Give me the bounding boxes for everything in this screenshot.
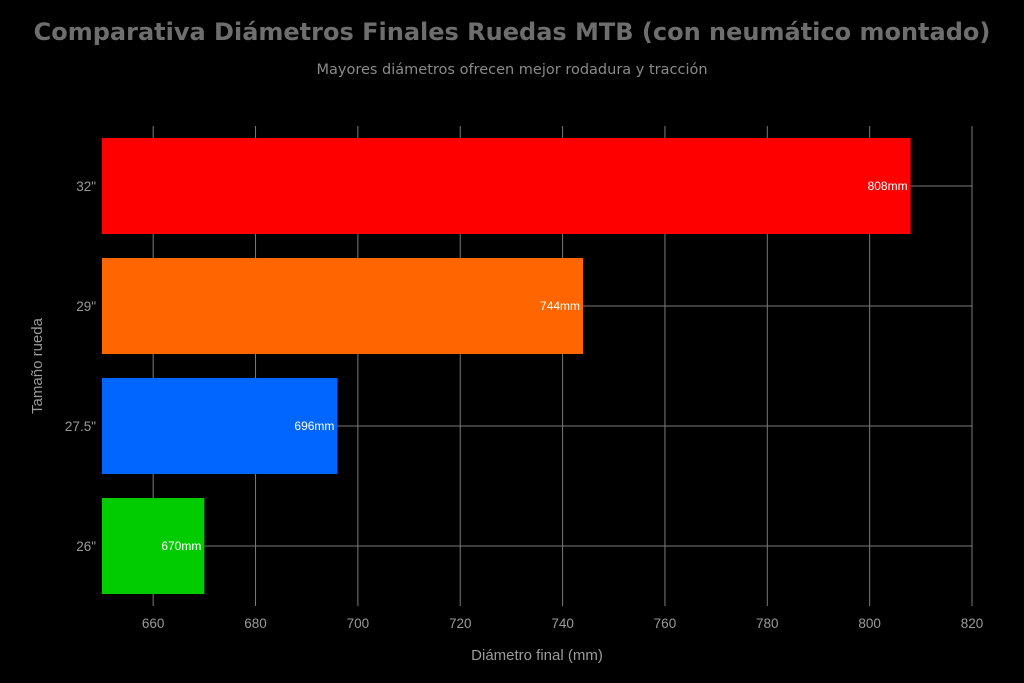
y-axis-title: Tamaño rueda: [29, 317, 46, 414]
y-axis-ticks: 26" 27.5" 29" 32": [65, 179, 96, 554]
x-tick-label: 820: [961, 616, 984, 631]
x-tick-label: 760: [654, 616, 677, 631]
bars: [102, 138, 911, 594]
bar: [102, 138, 911, 234]
data-label: 670mm: [161, 539, 201, 553]
x-tick-label: 800: [858, 616, 881, 631]
chart-subtitle: Mayores diámetros ofrecen mejor rodadura…: [316, 62, 708, 78]
data-label: 744mm: [540, 299, 580, 313]
x-axis-title: Diámetro final (mm): [471, 647, 603, 664]
bar: [102, 498, 205, 594]
x-tick-label: 780: [756, 616, 779, 631]
y-tick-label: 29": [76, 299, 96, 314]
y-tick-label: 27.5": [65, 419, 96, 434]
y-tick-label: 26": [76, 539, 96, 554]
bar: [102, 378, 338, 474]
data-label: 808mm: [868, 179, 908, 193]
x-tick-label: 700: [347, 616, 370, 631]
x-tick-label: 680: [244, 616, 267, 631]
x-tick-label: 720: [449, 616, 472, 631]
x-tick-label: 740: [551, 616, 574, 631]
x-tick-label: 660: [142, 616, 165, 631]
data-label: 696mm: [294, 419, 334, 433]
data-labels: 670mm 696mm 744mm 808mm: [161, 179, 907, 553]
chart-title: Comparativa Diámetros Finales Ruedas MTB…: [33, 18, 991, 46]
bar: [102, 258, 584, 354]
y-tick-label: 32": [76, 179, 96, 194]
x-axis-ticks: 660 680 700 720 740 760 780 800 820: [142, 616, 983, 631]
